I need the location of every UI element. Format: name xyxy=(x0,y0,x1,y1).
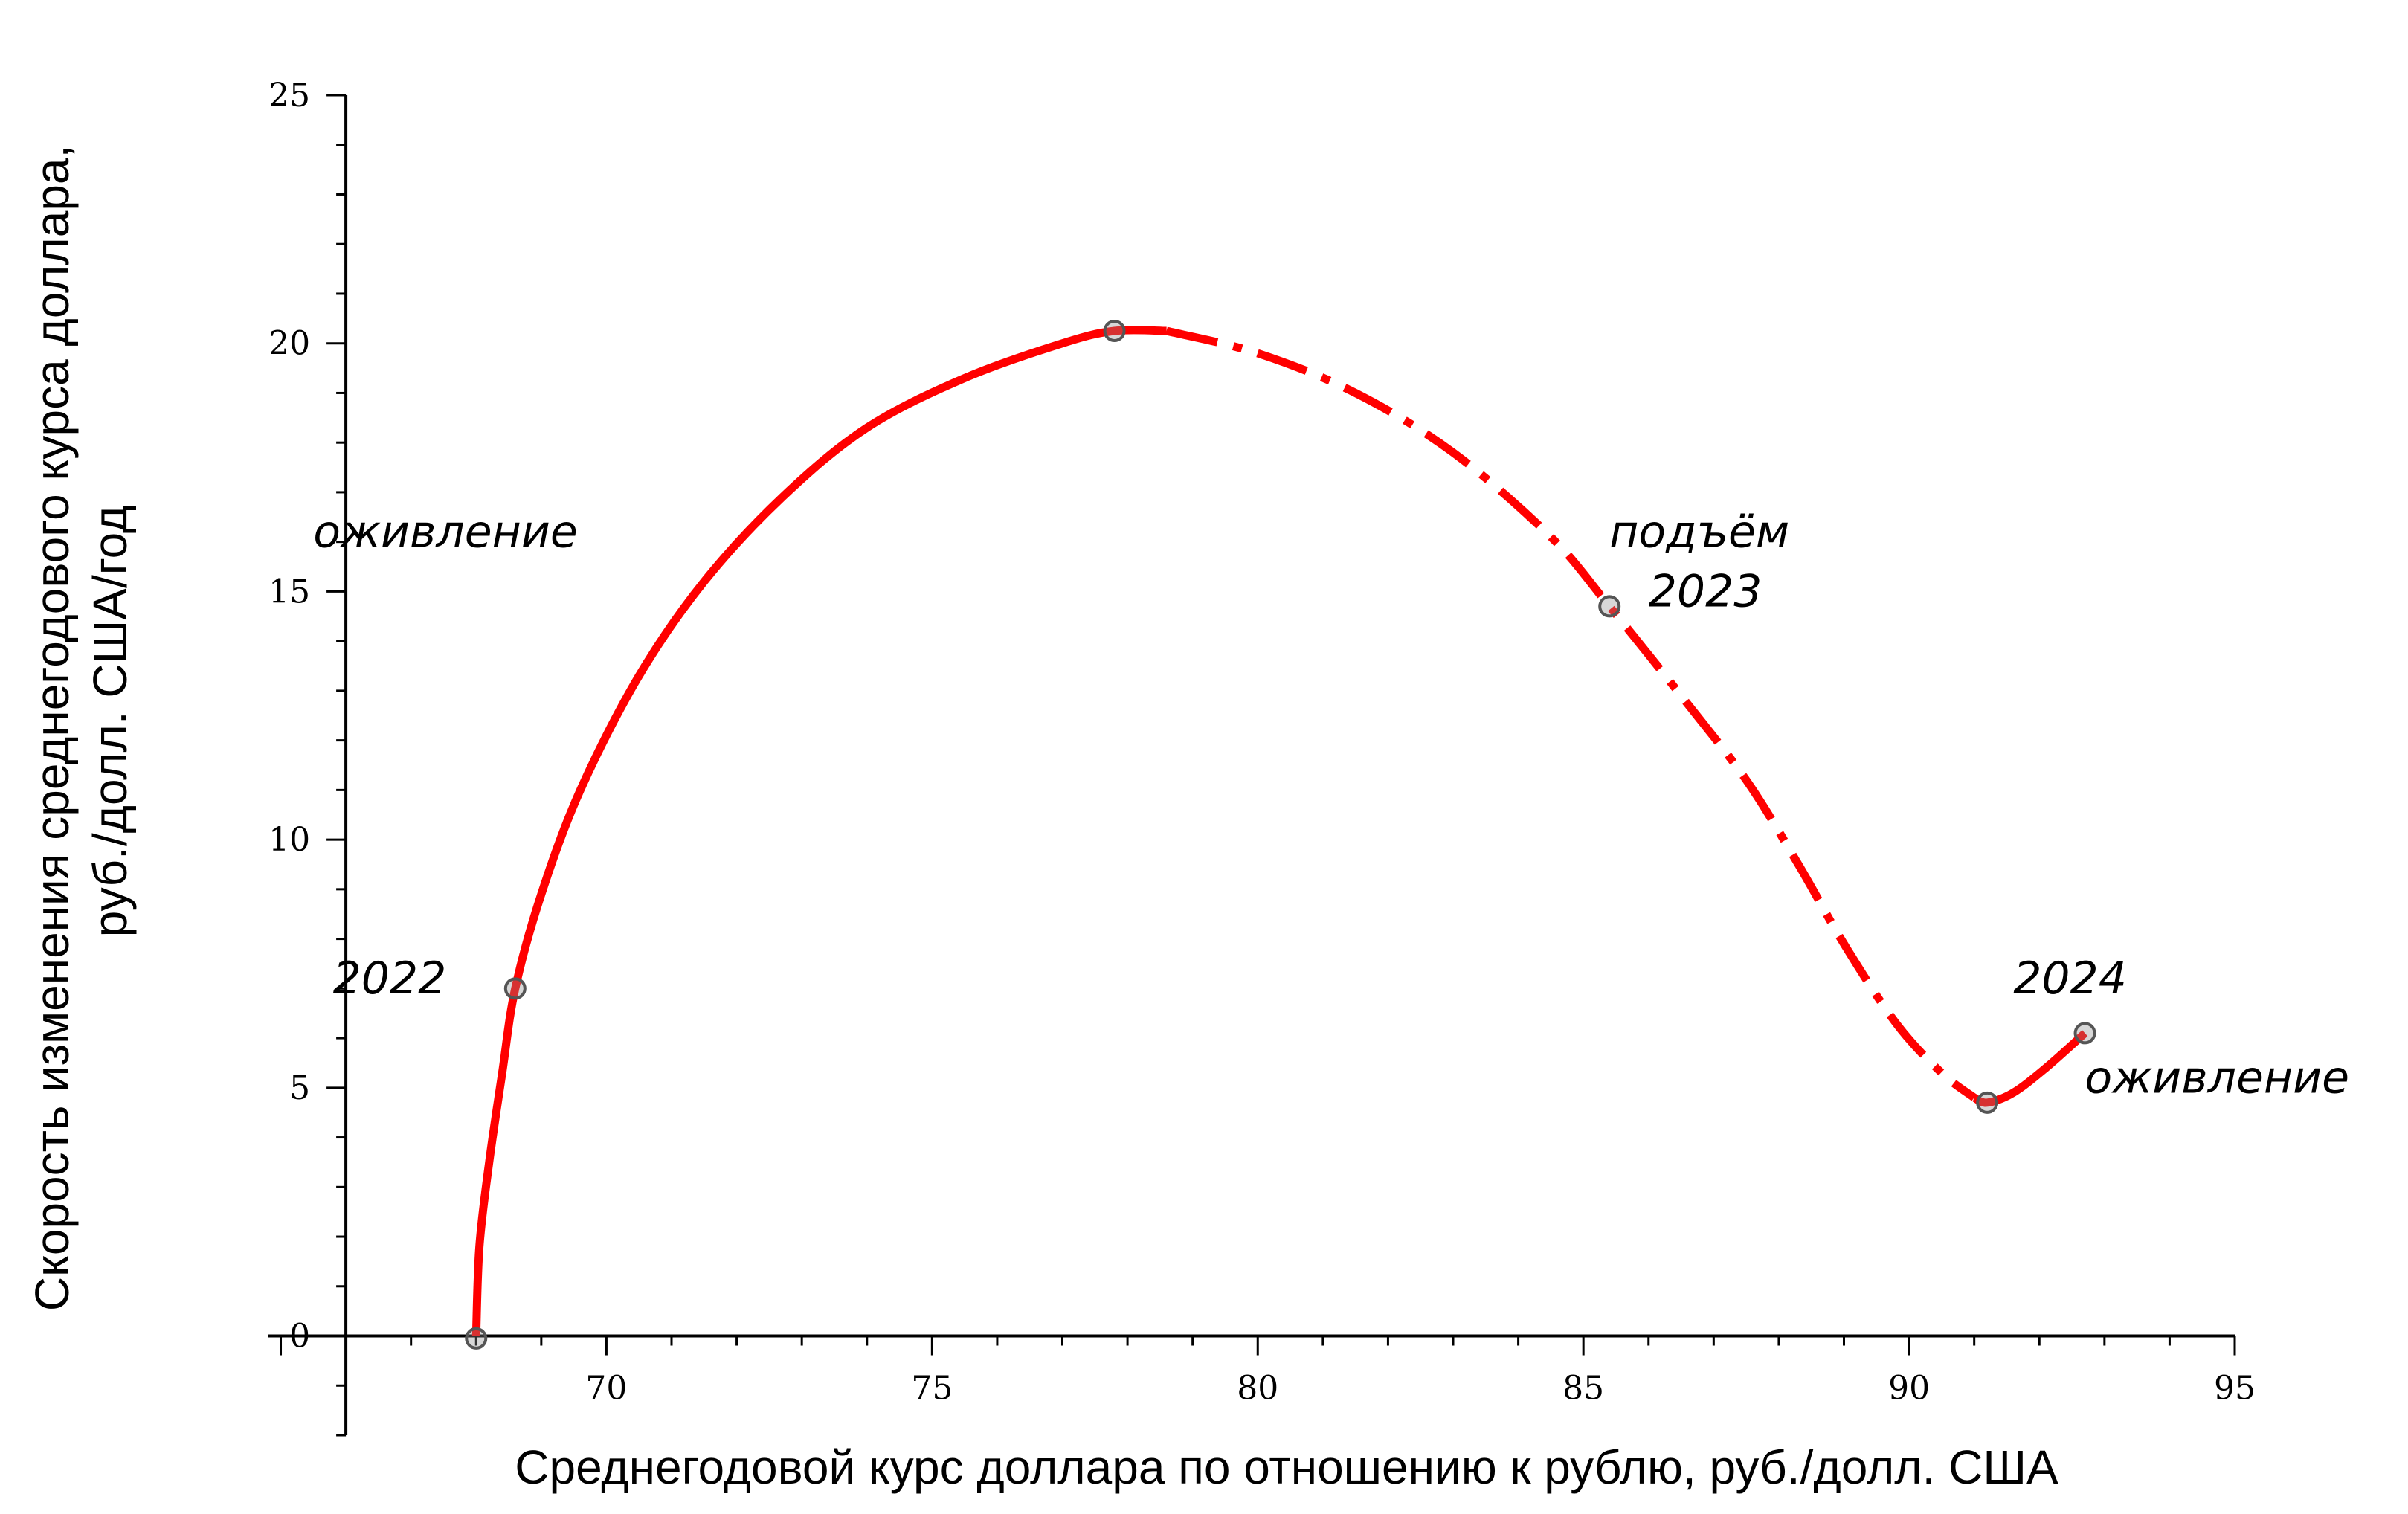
y-axis-title-line-1: Скорость изменения среднегодового курса … xyxy=(25,145,79,1311)
trajectory-segment-3 xyxy=(1972,1030,2088,1107)
annotation-label: оживление xyxy=(2085,1051,2350,1104)
y-tick-label: 25 xyxy=(268,77,310,115)
year-marker xyxy=(465,1327,488,1350)
annotation-label: 2022 xyxy=(333,953,447,1005)
year-marker xyxy=(2073,1022,2096,1045)
year-marker xyxy=(1598,595,1621,618)
x-tick-label: 70 xyxy=(585,1370,627,1408)
year-marker xyxy=(1103,320,1126,343)
tick-labels: 70 75 80 85 90 95 0 5 10 15 20 25 xyxy=(268,77,2256,1408)
y-tick-label: 0 xyxy=(289,1318,310,1356)
x-axis-title: Среднегодовой курс доллара по отношению … xyxy=(515,1440,2058,1494)
annotation-label: оживление xyxy=(313,506,578,558)
x-tick-label: 75 xyxy=(911,1370,953,1408)
annotation-label: подъём xyxy=(1609,506,1789,558)
trajectory-curves xyxy=(471,326,2088,1336)
y-axis-title-line-2: руб./долл. США/год xyxy=(83,506,137,937)
x-tick-label: 85 xyxy=(1562,1370,1604,1408)
y-axis-title: Скорость изменения среднегодового курса … xyxy=(25,132,137,1311)
y-tick-label: 20 xyxy=(268,325,310,363)
ticks xyxy=(280,94,2236,1437)
year-marker xyxy=(1976,1091,1999,1114)
annotation-label: 2023 xyxy=(1649,565,1762,617)
x-tick-label: 90 xyxy=(1888,1370,1930,1408)
year-markers xyxy=(465,320,2096,1350)
x-tick-label: 80 xyxy=(1237,1370,1278,1408)
trajectory-segment-2 xyxy=(1165,326,1977,1101)
annotation-label: 2024 xyxy=(2013,953,2127,1005)
annotations: оживление 2022 подъём 2023 2024 оживление xyxy=(313,506,2349,1104)
y-tick-label: 5 xyxy=(289,1069,310,1107)
y-tick-label: 15 xyxy=(268,573,310,611)
y-tick-label: 10 xyxy=(268,821,310,859)
x-tick-label: 95 xyxy=(2214,1370,2256,1408)
year-marker xyxy=(503,977,527,1000)
axes xyxy=(268,95,2235,1435)
trajectory-segment-1 xyxy=(471,326,1167,1336)
